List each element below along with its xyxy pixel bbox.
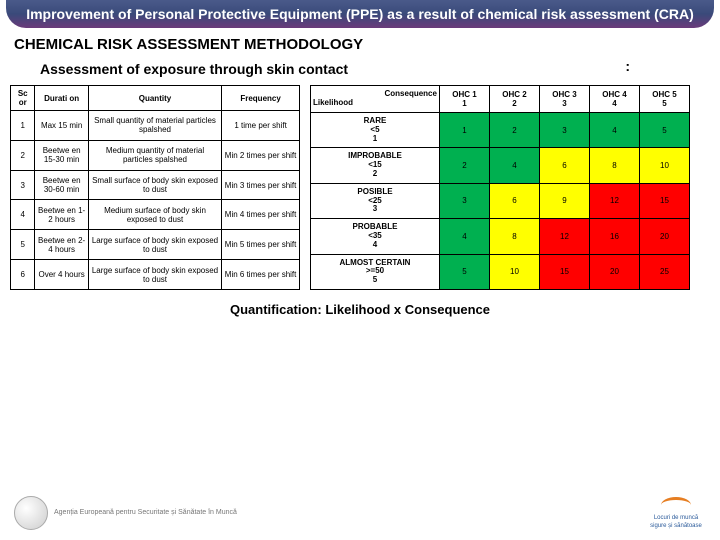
risk-cell: 8 <box>489 219 539 254</box>
risk-cell: 20 <box>639 219 689 254</box>
table-cell: Min 3 times per shift <box>222 170 300 200</box>
table-cell: 2 <box>11 140 35 170</box>
risk-cell: 5 <box>639 113 689 148</box>
matrix-row: ALMOST CERTAIN>=505510152025 <box>311 254 690 289</box>
table-row: 4Beetwe en 1-2 hoursMedium surface of bo… <box>11 200 300 230</box>
table-cell: Medium quantity of material particles sp… <box>88 140 221 170</box>
risk-cell: 25 <box>639 254 689 289</box>
risk-cell: 6 <box>489 183 539 218</box>
risk-cell: 4 <box>589 113 639 148</box>
risk-cell: 10 <box>489 254 539 289</box>
table-row: 5Beetwe en 2-4 hoursLarge surface of bod… <box>11 230 300 260</box>
matrix-corner: ConsequenceLikelihood <box>311 86 440 113</box>
matrix-col-header: OHC 44 <box>589 86 639 113</box>
table-cell: Beetwe en 15-30 min <box>35 140 88 170</box>
table-cell: Beetwe en 30-60 min <box>35 170 88 200</box>
table-cell: Beetwe en 1-2 hours <box>35 200 88 230</box>
risk-cell: 12 <box>589 183 639 218</box>
risk-cell: 4 <box>489 148 539 183</box>
table-cell: 4 <box>11 200 35 230</box>
risk-cell: 3 <box>539 113 589 148</box>
table-cell: 1 <box>11 111 35 141</box>
risk-cell: 2 <box>489 113 539 148</box>
footer: Agenția Europeană pentru Securitate și S… <box>0 486 720 540</box>
likelihood-label: PROBABLE<354 <box>311 219 440 254</box>
risk-cell: 4 <box>439 219 489 254</box>
risk-cell: 9 <box>539 183 589 218</box>
left-col-header: Quantity <box>88 86 221 111</box>
badge-icon <box>14 496 48 530</box>
table-cell: Min 5 times per shift <box>222 230 300 260</box>
colon-decor: : <box>625 58 630 74</box>
table-cell: Large surface of body skin exposed to du… <box>88 230 221 260</box>
campaign-text-1: Locuri de muncă <box>654 515 698 521</box>
content-row: Sc orDurati onQuantityFrequency 1Max 15 … <box>0 85 720 290</box>
table-cell: Small quantity of material particles spa… <box>88 111 221 141</box>
matrix-col-header: OHC 22 <box>489 86 539 113</box>
risk-cell: 15 <box>539 254 589 289</box>
risk-cell: 3 <box>439 183 489 218</box>
table-cell: Min 6 times per shift <box>222 260 300 290</box>
left-col-header: Durati on <box>35 86 88 111</box>
risk-cell: 1 <box>439 113 489 148</box>
likelihood-label: IMPROBABLE<152 <box>311 148 440 183</box>
matrix-row: IMPROBABLE<152246810 <box>311 148 690 183</box>
matrix-row: PROBABLE<35448121620 <box>311 219 690 254</box>
page-title: Improvement of Personal Protective Equip… <box>6 0 714 28</box>
risk-cell: 5 <box>439 254 489 289</box>
risk-cell: 8 <box>589 148 639 183</box>
table-cell: 6 <box>11 260 35 290</box>
subsection-heading: Assessment of exposure through skin cont… <box>0 57 720 85</box>
section-heading: CHEMICAL RISK ASSESSMENT METHODOLOGY <box>0 28 720 57</box>
matrix-col-header: OHC 11 <box>439 86 489 113</box>
agency-badge: Agenția Europeană pentru Securitate și S… <box>14 496 237 530</box>
risk-cell: 16 <box>589 219 639 254</box>
risk-cell: 15 <box>639 183 689 218</box>
left-col-header: Sc or <box>11 86 35 111</box>
matrix-row: RARE<5112345 <box>311 113 690 148</box>
table-cell: Beetwe en 2-4 hours <box>35 230 88 260</box>
risk-cell: 2 <box>439 148 489 183</box>
table-cell: Small surface of body skin exposed to du… <box>88 170 221 200</box>
table-row: 3Beetwe en 30-60 minSmall surface of bod… <box>11 170 300 200</box>
risk-cell: 20 <box>589 254 639 289</box>
table-cell: Large surface of body skin exposed to du… <box>88 260 221 290</box>
table-cell: 3 <box>11 170 35 200</box>
exposure-table: Sc orDurati onQuantityFrequency 1Max 15 … <box>10 85 300 290</box>
likelihood-label: RARE<51 <box>311 113 440 148</box>
matrix-row: POSIBLE<2533691215 <box>311 183 690 218</box>
campaign-logo: Locuri de muncă sigure și sănătoase <box>646 493 706 533</box>
table-row: 6Over 4 hoursLarge surface of body skin … <box>11 260 300 290</box>
caption-text: Quantification: Likelihood x Consequence <box>0 290 720 329</box>
risk-cell: 6 <box>539 148 589 183</box>
likelihood-label: POSIBLE<253 <box>311 183 440 218</box>
matrix-col-header: OHC 33 <box>539 86 589 113</box>
risk-matrix: ConsequenceLikelihoodOHC 11OHC 22OHC 33O… <box>310 85 690 290</box>
table-cell: Medium surface of body skin exposed to d… <box>88 200 221 230</box>
arc-icon <box>661 497 691 513</box>
badge-label: Agenția Europeană pentru Securitate și S… <box>54 509 237 517</box>
left-col-header: Frequency <box>222 86 300 111</box>
matrix-col-header: OHC 55 <box>639 86 689 113</box>
table-cell: Over 4 hours <box>35 260 88 290</box>
table-cell: 5 <box>11 230 35 260</box>
table-row: 2Beetwe en 15-30 minMedium quantity of m… <box>11 140 300 170</box>
table-row: 1Max 15 minSmall quantity of material pa… <box>11 111 300 141</box>
risk-cell: 12 <box>539 219 589 254</box>
table-cell: Min 4 times per shift <box>222 200 300 230</box>
risk-cell: 10 <box>639 148 689 183</box>
table-cell: 1 time per shift <box>222 111 300 141</box>
likelihood-label: ALMOST CERTAIN>=505 <box>311 254 440 289</box>
campaign-text-2: sigure și sănătoase <box>650 523 702 529</box>
table-cell: Max 15 min <box>35 111 88 141</box>
table-cell: Min 2 times per shift <box>222 140 300 170</box>
